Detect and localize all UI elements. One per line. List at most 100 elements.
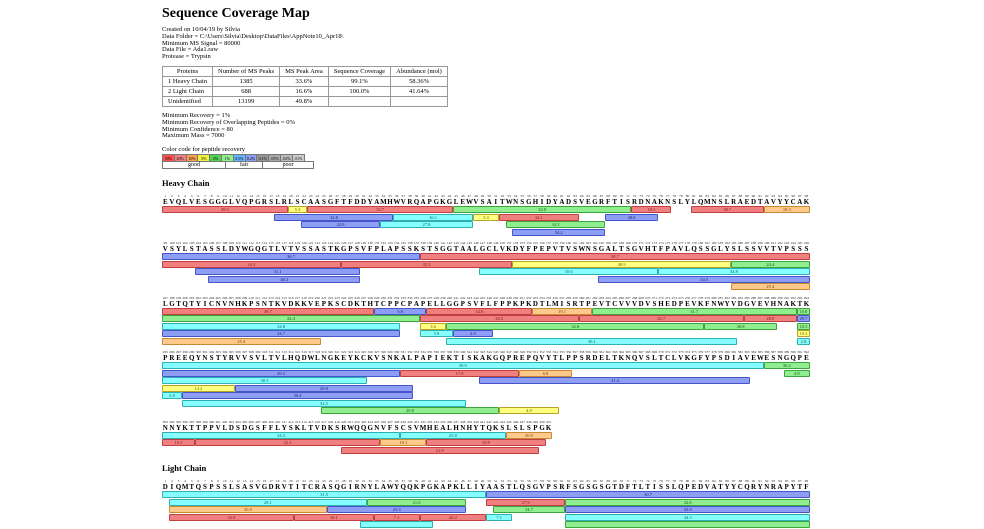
- ruler-tick: 9: [217, 479, 220, 484]
- sequence-letter: S: [355, 245, 359, 254]
- ruler-tick: 12: [236, 194, 240, 199]
- sequence-letter: G: [426, 483, 433, 492]
- sequence-letter: N: [777, 299, 783, 308]
- ruler-tick: 24: [315, 479, 320, 484]
- sequence-letter: S: [335, 299, 340, 308]
- sequence-letter: W: [505, 198, 513, 207]
- ruler-tick: 316: [301, 350, 307, 355]
- sequence-letter: P: [685, 483, 690, 492]
- sequence-letter: S: [791, 245, 796, 254]
- sequence-letter: V: [539, 354, 545, 363]
- ruler-tick: 32: [368, 479, 372, 484]
- ruler-tick: 121: [308, 241, 314, 246]
- sequence-letter: S: [705, 245, 710, 254]
- peptide-lane: 31.5 30.7: [162, 491, 810, 499]
- peptide-bar: 21.8: [340, 446, 539, 454]
- sequence-letter: S: [672, 198, 677, 207]
- sequence-letter: S: [566, 299, 571, 308]
- sequence-letter: S: [652, 299, 657, 308]
- peptide-bar: 38.7: [419, 253, 810, 261]
- ruler-tick: 409: [268, 419, 274, 424]
- sequence-letter: P: [374, 245, 379, 254]
- ruler-tick: 81: [692, 479, 696, 484]
- ruler-tick: 173: [651, 241, 658, 246]
- ruler-tick: 105: [202, 241, 208, 246]
- sequence-letter: S: [328, 483, 333, 492]
- ruler-tick: 242: [460, 295, 466, 300]
- legend-label: Color code for peptide recovery: [162, 146, 246, 154]
- peptide-lane: 26.9 23.3 34.7 33.9: [162, 506, 810, 514]
- sequence-letter: S: [249, 354, 254, 363]
- sequence-letter: H: [645, 245, 651, 254]
- sequence-letter: E: [539, 245, 545, 254]
- sequence-letter: A: [380, 483, 386, 492]
- ruler-tick: 133: [387, 241, 393, 246]
- sequence-letter: T: [718, 483, 723, 492]
- ruler-tick: 416: [314, 419, 320, 424]
- sequence-letter: L: [381, 245, 386, 254]
- ruler-tick: 72: [632, 194, 637, 199]
- ruler-tick: 232: [394, 295, 400, 300]
- sequence-letter: I: [653, 483, 656, 492]
- ruler-tick: 44: [447, 479, 452, 484]
- ruler-tick: 313: [281, 350, 287, 355]
- ruler-tick: 61: [560, 194, 564, 199]
- sequence-letter: I: [203, 299, 207, 308]
- sequence-letter: D: [513, 245, 519, 254]
- sequence-letter: S: [599, 483, 604, 492]
- sequence-letter: R: [275, 483, 281, 492]
- sequence-letter: P: [387, 299, 393, 308]
- ruler-tick: 20: [289, 479, 293, 484]
- table-cell: 1385: [211, 75, 281, 87]
- ruler-tick: 30: [355, 479, 359, 484]
- param-min-overlap-recovery: Minimum Recovery of Overlapping Peptides…: [162, 118, 295, 126]
- table-header-cell: Sequence Coverage: [327, 65, 392, 77]
- sequence-letter: L: [301, 423, 307, 432]
- sequence-letter: V: [777, 245, 783, 254]
- sequence-letter: D: [361, 198, 367, 207]
- ruler-tick: 33: [375, 479, 379, 484]
- ruler-tick: 168: [618, 241, 624, 246]
- ruler-tick: 351: [532, 350, 539, 355]
- sequence-letter: K: [413, 483, 420, 492]
- sequence-letter: L: [506, 423, 512, 432]
- sequence-letter: K: [182, 423, 188, 432]
- ruler-tick: 16: [262, 194, 267, 199]
- ruler-tick: 200: [182, 295, 188, 300]
- ruler-tick: 276: [684, 295, 691, 300]
- sequence-letter: V: [189, 198, 195, 207]
- ruler-tick: 68: [606, 479, 610, 484]
- sequence-letter: D: [228, 423, 234, 432]
- ruler-tick: 223: [334, 295, 340, 300]
- ruler-tick: 217: [294, 295, 301, 300]
- sequence-letter: T: [215, 354, 221, 363]
- sequence-letter: G: [605, 483, 611, 492]
- ruler-tick: 153: [519, 241, 525, 246]
- sequence-letter: N: [321, 354, 327, 363]
- ruler-tick: 364: [618, 350, 624, 355]
- peptide-bar: [565, 521, 810, 529]
- ruler-tick: 285: [744, 295, 750, 300]
- sequence-letter: K: [684, 354, 691, 363]
- ruler-tick: 183: [717, 241, 724, 246]
- sequence-letter: S: [308, 245, 313, 254]
- peptide-bar: 16.1: [393, 213, 473, 221]
- sequence-letter: G: [261, 483, 268, 492]
- sequence-letter: L: [493, 245, 499, 254]
- sequence-letter: S: [394, 423, 399, 432]
- sequence-letter: E: [196, 198, 201, 207]
- sequence-letter: V: [162, 245, 168, 254]
- sequence-letter: P: [665, 245, 670, 254]
- sequence-letter: P: [506, 299, 512, 308]
- ruler-tick: 28: [342, 479, 346, 484]
- ruler-tick: 46: [460, 194, 465, 199]
- sequence-letter: G: [539, 423, 545, 432]
- sequence-letter: Q: [354, 423, 360, 432]
- sequence-letter: P: [427, 354, 432, 363]
- sequence-letter: D: [638, 198, 644, 207]
- sequence-letter: T: [612, 354, 618, 363]
- table-row: 2 Light Chain 688 16.6% 100.0% 41.64%: [162, 85, 448, 97]
- sequence-letter: G: [208, 198, 215, 207]
- ruler-tick: 293: [797, 295, 803, 300]
- ruler-tick: 377: [704, 350, 710, 355]
